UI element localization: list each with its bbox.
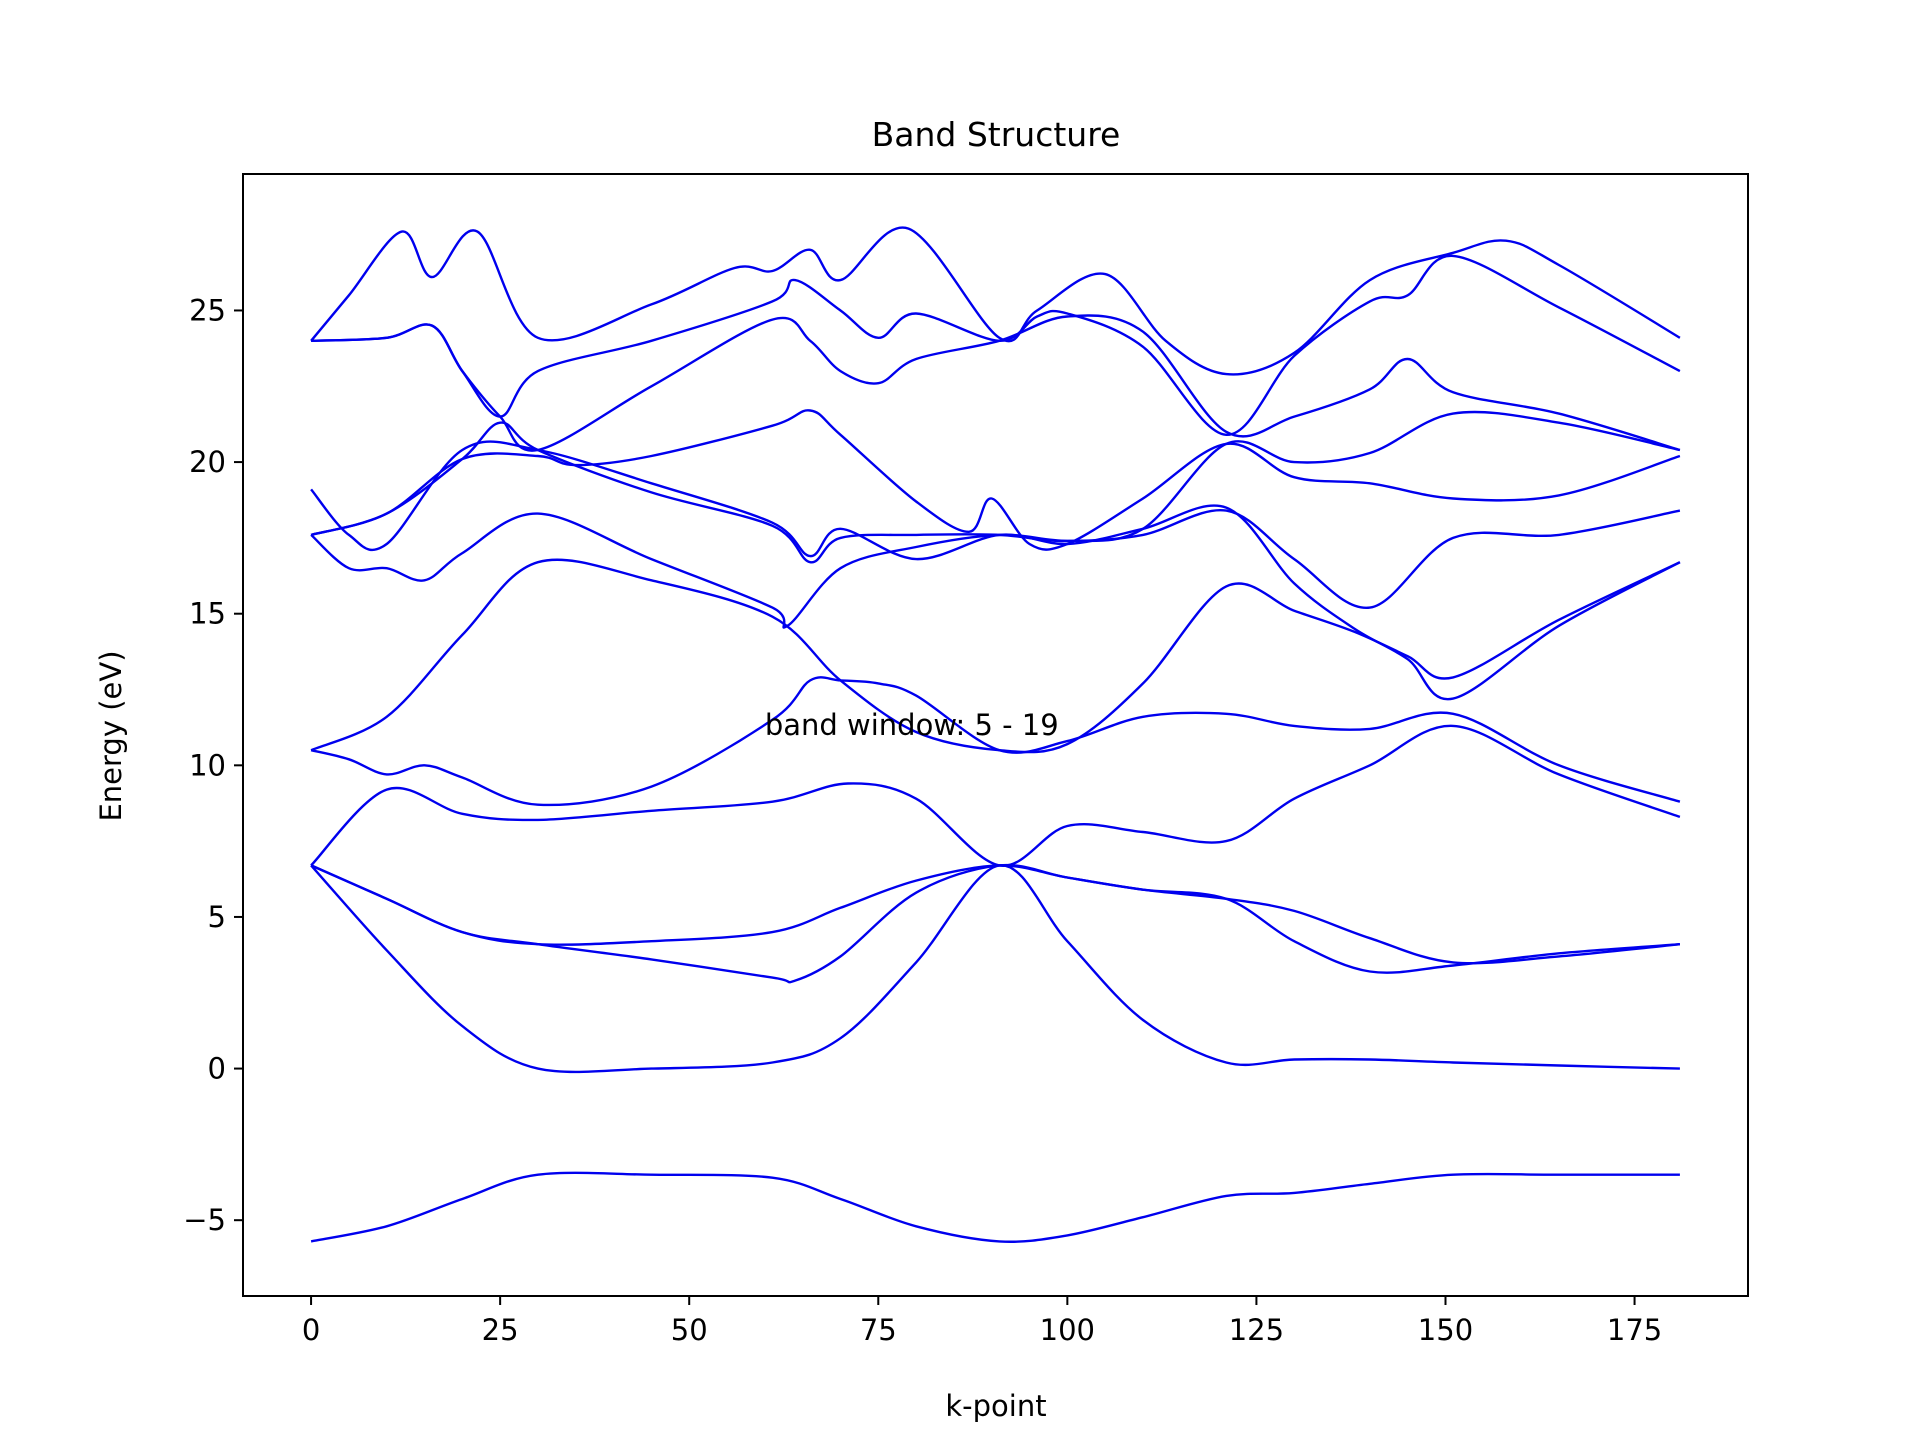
y-tick-label: 0 (208, 1052, 226, 1086)
y-tick-label: −5 (183, 1203, 226, 1237)
chart-title: Band Structure (872, 115, 1121, 154)
y-tick-label: 15 (189, 597, 226, 631)
band-line-5 (310, 724, 1681, 867)
y-tick-label: 5 (208, 900, 226, 934)
x-tick-label: 0 (302, 1313, 320, 1347)
band-line-6 (310, 676, 1681, 807)
x-tick-label: 100 (1040, 1313, 1095, 1347)
y-axis-ticks: −5 0 5 10 15 20 25 (183, 293, 243, 1237)
plot-area-frame (242, 173, 1749, 1297)
y-axis-label: Energy (eV) (94, 650, 128, 821)
x-axis-ticks: 0 25 50 75 100 125 150 175 (302, 1296, 1662, 1347)
x-tick-label: 75 (860, 1313, 897, 1347)
x-tick-label: 50 (671, 1313, 708, 1347)
band-line-14 (310, 410, 1681, 564)
band-line-3 (310, 863, 1680, 984)
x-tick-label: 25 (482, 1313, 519, 1347)
band-line-13 (310, 226, 1681, 376)
band-line-1 (310, 1171, 1680, 1243)
band-line-7 (310, 558, 1681, 754)
x-tick-label: 125 (1229, 1313, 1284, 1347)
band-line-8 (310, 409, 1681, 551)
band-line-12 (311, 254, 1681, 437)
x-tick-label: 175 (1607, 1313, 1662, 1347)
y-tick-label: 20 (189, 445, 226, 479)
band-line-2 (310, 864, 1680, 1074)
band-line-10 (310, 440, 1681, 701)
y-tick-label: 10 (189, 748, 226, 782)
band-line-4 (310, 864, 1681, 965)
x-axis-label: k-point (945, 1389, 1046, 1423)
band-line-9 (310, 508, 1681, 629)
x-tick-label: 150 (1418, 1313, 1473, 1347)
band-lines (310, 226, 1681, 1243)
y-tick-label: 25 (189, 293, 226, 327)
band-window-annotation: band window: 5 - 19 (765, 708, 1059, 742)
